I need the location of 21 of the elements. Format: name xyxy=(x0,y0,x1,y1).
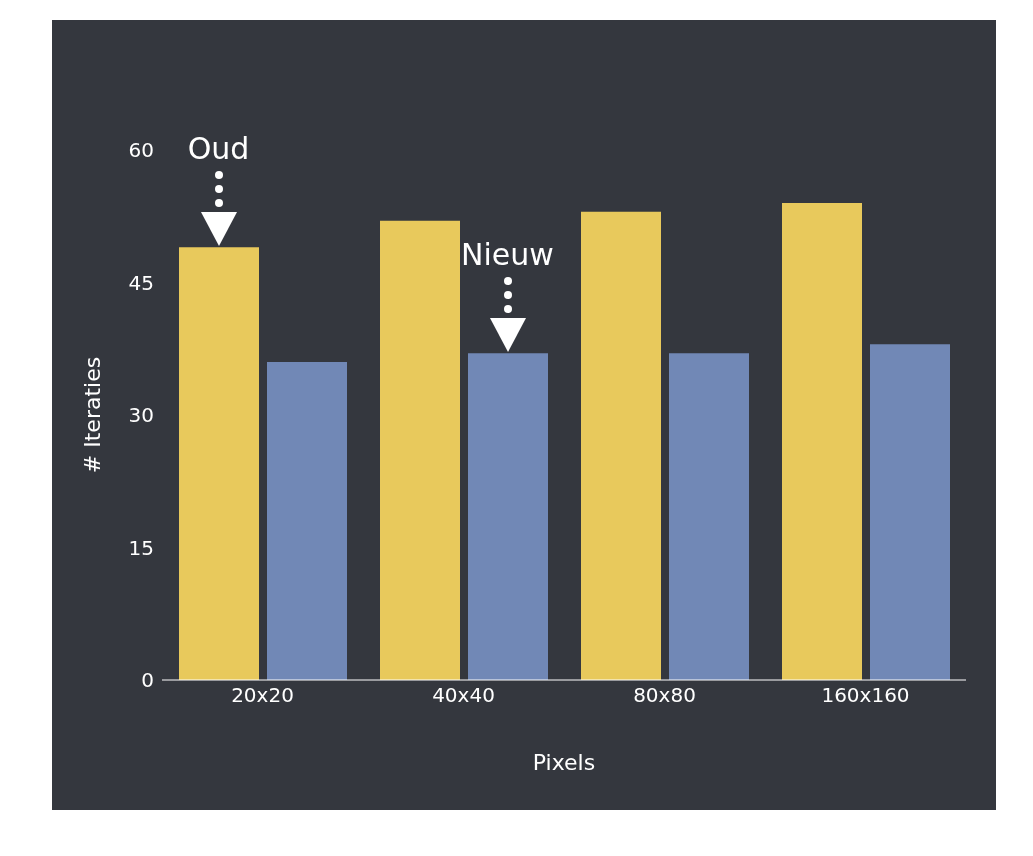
x-tick-label: 160x160 xyxy=(821,683,910,708)
bar xyxy=(669,353,749,680)
bar xyxy=(468,353,548,680)
y-tick-label: 30 xyxy=(128,403,154,428)
bar xyxy=(782,203,862,680)
y-tick-label: 0 xyxy=(141,668,154,693)
bar xyxy=(581,211,661,680)
annotation: Nieuw xyxy=(460,237,555,274)
x-tick-label: 40x40 xyxy=(432,683,495,708)
x-tick-label: 20x20 xyxy=(231,683,294,708)
bar xyxy=(380,220,460,680)
y-tick-label: 15 xyxy=(128,535,154,560)
x-tick-label: 80x80 xyxy=(633,683,696,708)
annotation: Oud xyxy=(187,131,250,167)
x-axis-title: Pixels xyxy=(532,750,596,775)
y-tick-label: 60 xyxy=(128,138,154,163)
y-tick-label: 45 xyxy=(128,270,154,295)
bar xyxy=(870,344,950,680)
bar xyxy=(267,362,347,680)
bar xyxy=(179,247,259,680)
y-axis-title: # Iteraties xyxy=(79,356,105,474)
